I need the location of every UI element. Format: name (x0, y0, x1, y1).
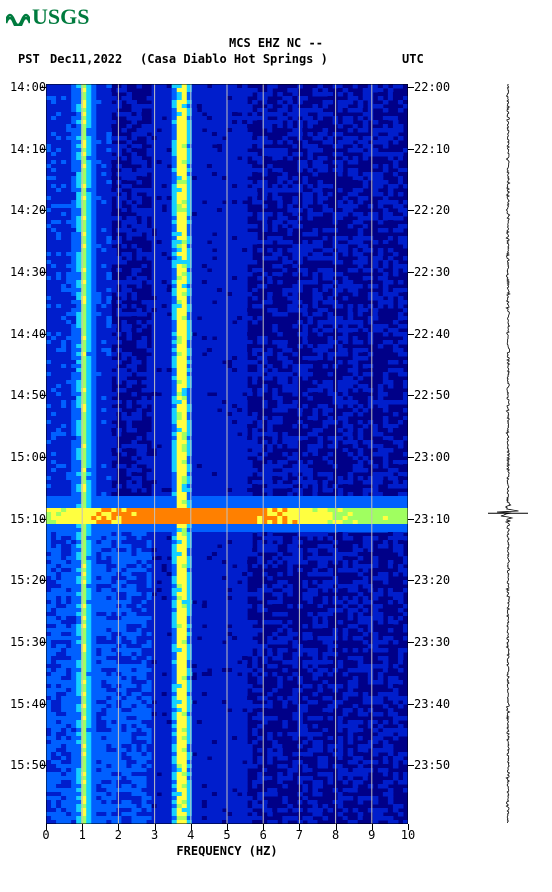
y-right-tick-label: 22:40 (414, 327, 450, 341)
x-tick (408, 824, 409, 830)
y-axis-right-labels: 22:0022:1022:2022:3022:4022:5023:0023:10… (414, 84, 458, 824)
y-left-tick (40, 334, 46, 335)
chart-title: MCS EHZ NC -- (0, 36, 552, 50)
y-left-tick (40, 580, 46, 581)
y-left-tick (40, 272, 46, 273)
x-tick (299, 824, 300, 830)
x-tick (82, 824, 83, 830)
y-left-tick (40, 149, 46, 150)
y-left-tick (40, 457, 46, 458)
y-right-tick-label: 23:00 (414, 450, 450, 464)
x-tick-label: 2 (115, 828, 122, 842)
y-right-tick-label: 23:50 (414, 758, 450, 772)
y-left-tick (40, 87, 46, 88)
x-tick-label: 1 (79, 828, 86, 842)
seismogram-svg (488, 84, 528, 824)
x-tick-label: 10 (401, 828, 415, 842)
x-tick-label: 5 (223, 828, 230, 842)
y-right-tick-label: 22:10 (414, 142, 450, 156)
y-right-tick (408, 395, 414, 396)
x-tick-label: 0 (42, 828, 49, 842)
x-tick-label: 4 (187, 828, 194, 842)
y-axis-left-labels: 14:0014:1014:2014:3014:4014:5015:0015:10… (0, 84, 44, 824)
tz-left-label: PST (18, 52, 40, 66)
y-right-tick (408, 519, 414, 520)
y-right-tick-label: 22:30 (414, 265, 450, 279)
usgs-wave-icon (6, 8, 30, 26)
y-left-tick (40, 765, 46, 766)
y-right-tick (408, 580, 414, 581)
x-tick (155, 824, 156, 830)
x-tick (118, 824, 119, 830)
x-tick-label: 8 (332, 828, 339, 842)
y-right-tick-label: 22:00 (414, 80, 450, 94)
y-left-tick (40, 210, 46, 211)
y-right-tick (408, 704, 414, 705)
y-right-tick-label: 23:10 (414, 512, 450, 526)
y-left-tick (40, 519, 46, 520)
y-right-tick (408, 765, 414, 766)
chart-date: Dec11,2022 (50, 52, 122, 66)
usgs-logo-text: USGS (32, 4, 89, 30)
y-right-tick (408, 87, 414, 88)
y-right-tick (408, 210, 414, 211)
y-left-tick (40, 704, 46, 705)
y-left-tick (40, 642, 46, 643)
x-tick-label: 9 (368, 828, 375, 842)
usgs-logo: USGS (6, 4, 89, 30)
y-right-tick-label: 23:40 (414, 697, 450, 711)
y-right-tick (408, 334, 414, 335)
y-right-tick-label: 23:20 (414, 573, 450, 587)
x-tick (191, 824, 192, 830)
spectrogram-plot (46, 84, 408, 824)
y-left-tick (40, 395, 46, 396)
y-right-tick (408, 272, 414, 273)
y-right-tick (408, 457, 414, 458)
spectrogram-svg (46, 84, 408, 824)
x-tick (263, 824, 264, 830)
x-tick (336, 824, 337, 830)
y-right-tick-label: 23:30 (414, 635, 450, 649)
x-tick-label: 3 (151, 828, 158, 842)
x-tick (227, 824, 228, 830)
tz-right-label: UTC (402, 52, 424, 66)
y-right-tick-label: 22:20 (414, 203, 450, 217)
x-axis-title: FREQUENCY (HZ) (46, 844, 408, 858)
y-right-tick (408, 149, 414, 150)
y-right-tick (408, 642, 414, 643)
x-tick-label: 6 (260, 828, 267, 842)
x-tick-label: 7 (296, 828, 303, 842)
y-right-tick-label: 22:50 (414, 388, 450, 402)
x-tick (46, 824, 47, 830)
seismogram-strip (488, 84, 528, 824)
chart-location: (Casa Diablo Hot Springs ) (140, 52, 328, 66)
x-tick (372, 824, 373, 830)
